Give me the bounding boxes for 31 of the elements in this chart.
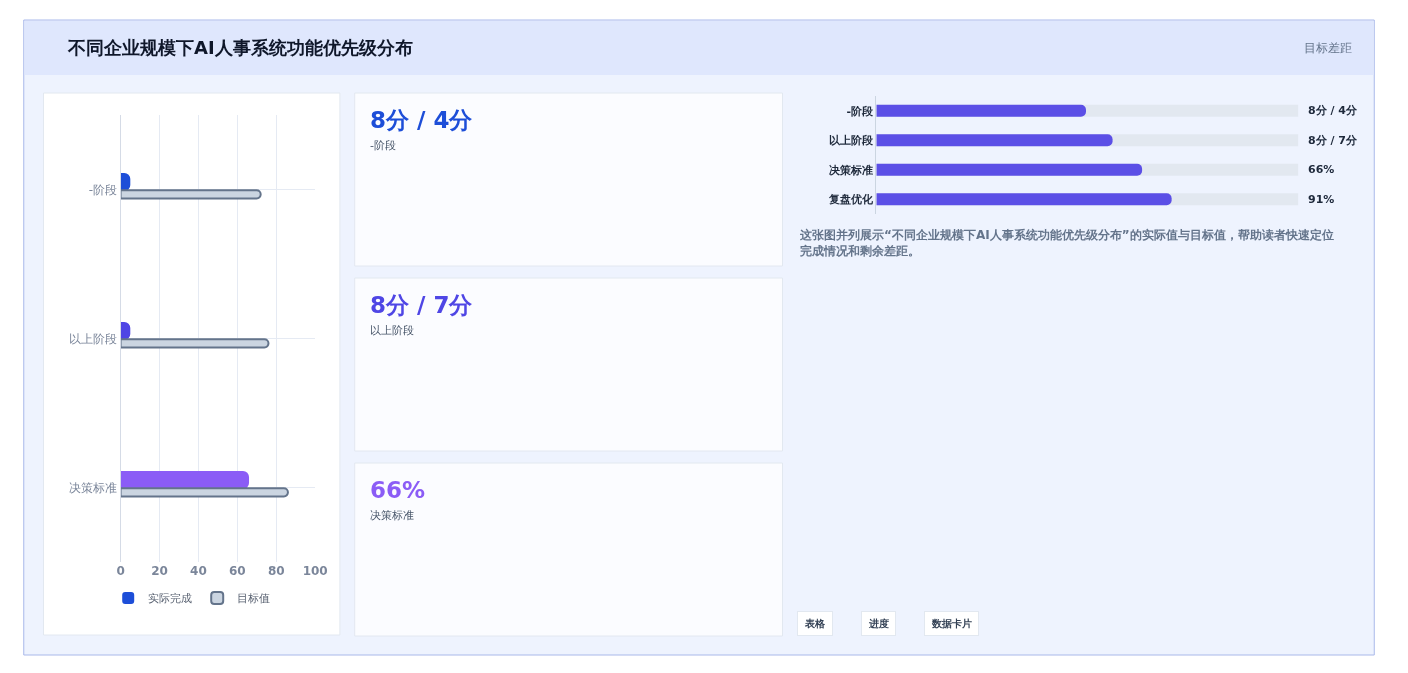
legend-label: 目标值	[237, 592, 271, 606]
text: 66%	[370, 477, 426, 503]
text: 决策标准	[370, 509, 414, 522]
text: -阶段	[370, 139, 396, 152]
legend-label: 实际完成	[148, 592, 193, 606]
text: 8分 / 7分	[1308, 134, 1358, 147]
text: 以上阶段	[370, 324, 414, 337]
text: 目标差距	[1304, 41, 1352, 55]
y-tick-label: 以上阶段	[69, 331, 118, 346]
text: 91%	[1308, 193, 1335, 206]
y-tick-label: 决策标准	[69, 480, 118, 495]
x-tick-label: 100	[302, 564, 328, 578]
chart-title: 不同企业规模下AI人事系统功能优先级分布	[67, 37, 413, 58]
text: 表格	[804, 618, 826, 629]
text: 8分 / 7分	[370, 292, 474, 318]
y-tick-label: 以上阶段	[829, 134, 875, 148]
y-tick-label: -阶段	[88, 182, 118, 197]
x-tick-label: 20	[151, 564, 168, 578]
text: 数据卡片	[931, 618, 972, 629]
text: 进度	[868, 618, 889, 629]
text: 66%	[1308, 163, 1335, 176]
y-tick-label: 决策标准	[829, 163, 874, 177]
text: 8分 / 4分	[370, 107, 474, 133]
x-tick-label: 0	[116, 564, 125, 578]
y-tick-label: -阶段	[846, 104, 875, 118]
text: 这张图并列展示“不同企业规模下AI人事系统功能优先级分布”的实际值与目标值，帮助读者快速定位完成情况和剩余差距。	[799, 228, 1334, 258]
y-tick-label: 复盘优化	[828, 193, 875, 207]
x-tick-label: 40	[190, 564, 207, 578]
x-tick-label: 60	[228, 564, 246, 578]
text: 8分 / 4分	[1308, 104, 1358, 117]
x-tick-label: 80	[267, 564, 285, 578]
